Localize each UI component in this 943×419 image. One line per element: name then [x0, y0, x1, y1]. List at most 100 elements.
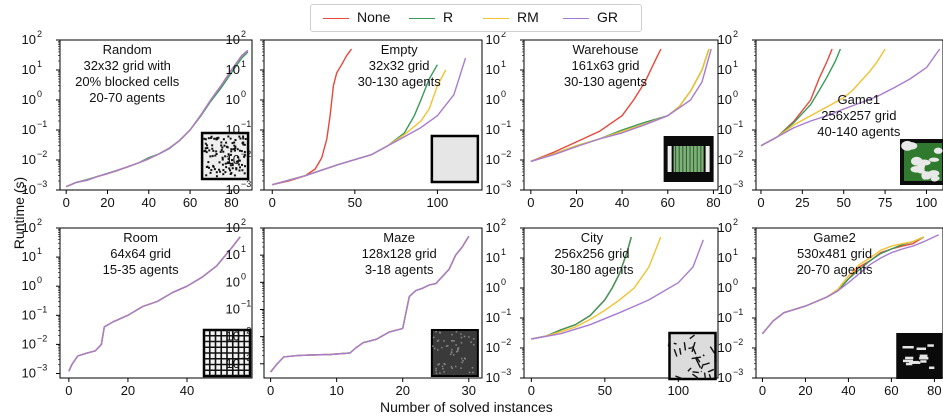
map-path: [435, 369, 437, 372]
map-blocked-cell: [220, 149, 223, 152]
y-tick-label: 10: [718, 250, 732, 265]
map-blocked-cell: [243, 172, 246, 175]
y-tick-exponent: −2: [241, 326, 251, 336]
map-corridor: [919, 357, 929, 360]
map-path: [438, 363, 440, 365]
map-path: [468, 371, 471, 374]
map-corridor: [902, 345, 914, 349]
panel-annotation-line: 32x32 grid: [369, 58, 430, 73]
y-tick-label: 10: [718, 122, 732, 137]
map-path: [463, 335, 466, 338]
panel-annotation-line: Game1: [838, 92, 881, 107]
y-tick-exponent: 1: [241, 59, 246, 69]
panel-random: 10 −310 −210 −110 010 110 20 20 40 60 80Random32x3…: [22, 29, 253, 210]
map-blocked-cell: [219, 150, 222, 153]
series-line-gr: [65, 49, 249, 188]
x-tick-label: 0: [267, 383, 274, 398]
map-blocked-cell: [235, 168, 238, 171]
panel-annotation-line: 64x64 grid: [110, 246, 171, 261]
map-path: [439, 331, 441, 334]
map-blocked-cell: [227, 157, 230, 160]
y-tick-exponent: 1: [501, 59, 506, 69]
map-path: [460, 367, 462, 369]
map-building: [708, 374, 712, 380]
map-path: [443, 371, 445, 373]
y-tick-exponent: −1: [37, 119, 47, 129]
map-blocked-cell: [207, 137, 210, 140]
y-tick-exponent: 0: [501, 277, 506, 287]
map-blocked-cell: [231, 159, 234, 162]
y-tick-exponent: 1: [733, 59, 738, 69]
map-blocked-cell: [243, 150, 246, 153]
map-blocked-cell: [234, 145, 237, 148]
map-path: [455, 331, 458, 333]
y-tick-label: 10: [718, 62, 732, 77]
map-path: [450, 351, 453, 353]
map-blocked-cell: [242, 137, 245, 140]
map-path: [455, 350, 458, 353]
map-blocked-cell: [238, 135, 241, 138]
map-blocked-cell: [236, 156, 239, 159]
y-tick-exponent: −1: [241, 119, 251, 129]
map-blocked-cell: [221, 156, 224, 159]
map-path: [451, 333, 453, 336]
map-building: [683, 342, 687, 351]
x-tick-label: 100: [916, 195, 938, 210]
map-blocked-cell: [227, 135, 230, 138]
legend-label-r: R: [443, 9, 454, 25]
map-path: [453, 340, 455, 342]
series-line-gr: [531, 239, 704, 340]
map-open-area: [930, 175, 939, 182]
map-blocked-cell: [212, 164, 215, 167]
map-blocked-cell: [218, 168, 221, 171]
map-building: [695, 358, 702, 369]
map-blocked-cell: [214, 154, 217, 157]
map-blocked-cell: [226, 161, 229, 164]
map-path: [457, 350, 459, 352]
map-blocked-cell: [229, 169, 232, 172]
map-blocked-cell: [241, 169, 244, 172]
x-tick-label: 60: [661, 195, 675, 210]
map-path: [446, 345, 449, 347]
map-blocked-cell: [241, 163, 244, 166]
x-tick-label: 60: [884, 383, 898, 398]
series-line-rm: [760, 48, 886, 147]
y-tick-label: 10: [226, 62, 240, 77]
y-tick-exponent: −2: [733, 149, 743, 159]
map-blocked-cell: [228, 162, 231, 165]
y-tick-exponent: 2: [241, 29, 246, 39]
series-line-gr: [530, 48, 712, 163]
map-blocked-cell: [238, 159, 241, 162]
x-tick-label: 75: [878, 195, 892, 210]
map-blocked-cell: [215, 171, 218, 174]
y-tick-label: 10: [226, 274, 240, 289]
x-tick-label: 100: [427, 195, 449, 210]
panel-annotation-line: 128x128 grid: [362, 246, 437, 261]
map-blocked-cell: [233, 144, 236, 147]
map-blocked-cell: [213, 168, 216, 171]
map-thumbnail-game2: [896, 333, 943, 379]
y-tick-exponent: 1: [37, 246, 42, 256]
y-tick-label: 10: [22, 92, 36, 107]
y-tick-exponent: −3: [733, 367, 743, 377]
panel-annotation-line: 20% blocked cells: [75, 74, 180, 89]
map-building: [687, 367, 692, 372]
x-tick-label: 80: [224, 195, 238, 210]
map-building: [678, 348, 682, 355]
map-path: [451, 367, 453, 370]
map-open-area: [901, 140, 914, 151]
y-tick-exponent: −1: [733, 119, 743, 129]
map-path: [457, 347, 460, 349]
y-tick-exponent: −1: [37, 304, 47, 314]
map-path: [439, 372, 441, 374]
y-tick-label: 10: [718, 182, 732, 197]
map-blocked-cell: [222, 138, 225, 141]
y-tick-label: 10: [486, 122, 500, 137]
map-open-area: [933, 147, 943, 154]
map-blocked-cell: [224, 171, 227, 174]
map-blocked-cell: [206, 144, 209, 147]
map-blocked-cell: [243, 154, 246, 157]
y-tick-label: 10: [22, 365, 36, 380]
map-corridor: [929, 366, 935, 370]
